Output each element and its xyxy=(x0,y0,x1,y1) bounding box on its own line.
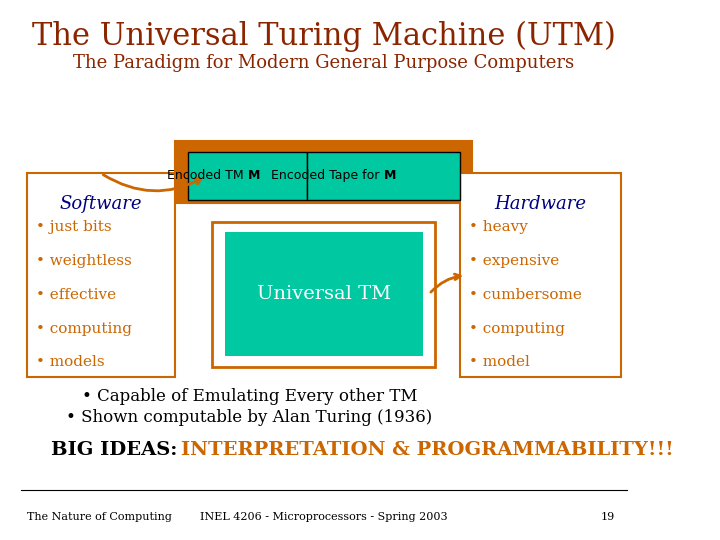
FancyBboxPatch shape xyxy=(225,232,423,356)
Text: The Paradigm for Modern General Purpose Computers: The Paradigm for Modern General Purpose … xyxy=(73,54,575,72)
Text: Encoded Tape for: Encoded Tape for xyxy=(271,170,384,183)
Text: Hardware: Hardware xyxy=(495,195,586,213)
Text: INTERPRETATION & PROGRAMMABILITY!!!: INTERPRETATION & PROGRAMMABILITY!!! xyxy=(181,441,674,459)
Text: • weightless: • weightless xyxy=(36,254,132,268)
Text: • cumbersome: • cumbersome xyxy=(469,288,582,302)
Text: 19: 19 xyxy=(600,512,615,522)
Text: The Universal Turing Machine (UTM): The Universal Turing Machine (UTM) xyxy=(32,21,616,52)
FancyBboxPatch shape xyxy=(307,152,460,200)
FancyBboxPatch shape xyxy=(460,173,621,377)
Text: INEL 4206 - Microprocessors - Spring 2003: INEL 4206 - Microprocessors - Spring 200… xyxy=(200,512,448,522)
Text: • model: • model xyxy=(469,355,530,369)
Text: • models: • models xyxy=(36,355,104,369)
Text: • computing: • computing xyxy=(36,321,132,335)
Text: M: M xyxy=(384,170,397,183)
Text: BIG IDEAS:: BIG IDEAS: xyxy=(51,441,192,459)
Text: Encoded TM: Encoded TM xyxy=(167,170,248,183)
FancyBboxPatch shape xyxy=(212,221,435,367)
FancyBboxPatch shape xyxy=(188,152,307,200)
Text: M: M xyxy=(248,170,261,183)
Text: • expensive: • expensive xyxy=(469,254,559,268)
Text: • just bits: • just bits xyxy=(36,220,112,234)
Text: • computing: • computing xyxy=(469,321,565,335)
FancyBboxPatch shape xyxy=(27,173,175,377)
Text: • Capable of Emulating Every other TM: • Capable of Emulating Every other TM xyxy=(82,388,418,405)
FancyBboxPatch shape xyxy=(175,141,472,203)
Text: The Nature of Computing: The Nature of Computing xyxy=(27,512,171,522)
Text: • effective: • effective xyxy=(36,288,116,302)
Text: • Shown computable by Alan Turing (1936): • Shown computable by Alan Turing (1936) xyxy=(66,409,433,426)
Text: Universal TM: Universal TM xyxy=(257,285,391,303)
Text: • heavy: • heavy xyxy=(469,220,528,234)
Text: Software: Software xyxy=(60,195,143,213)
